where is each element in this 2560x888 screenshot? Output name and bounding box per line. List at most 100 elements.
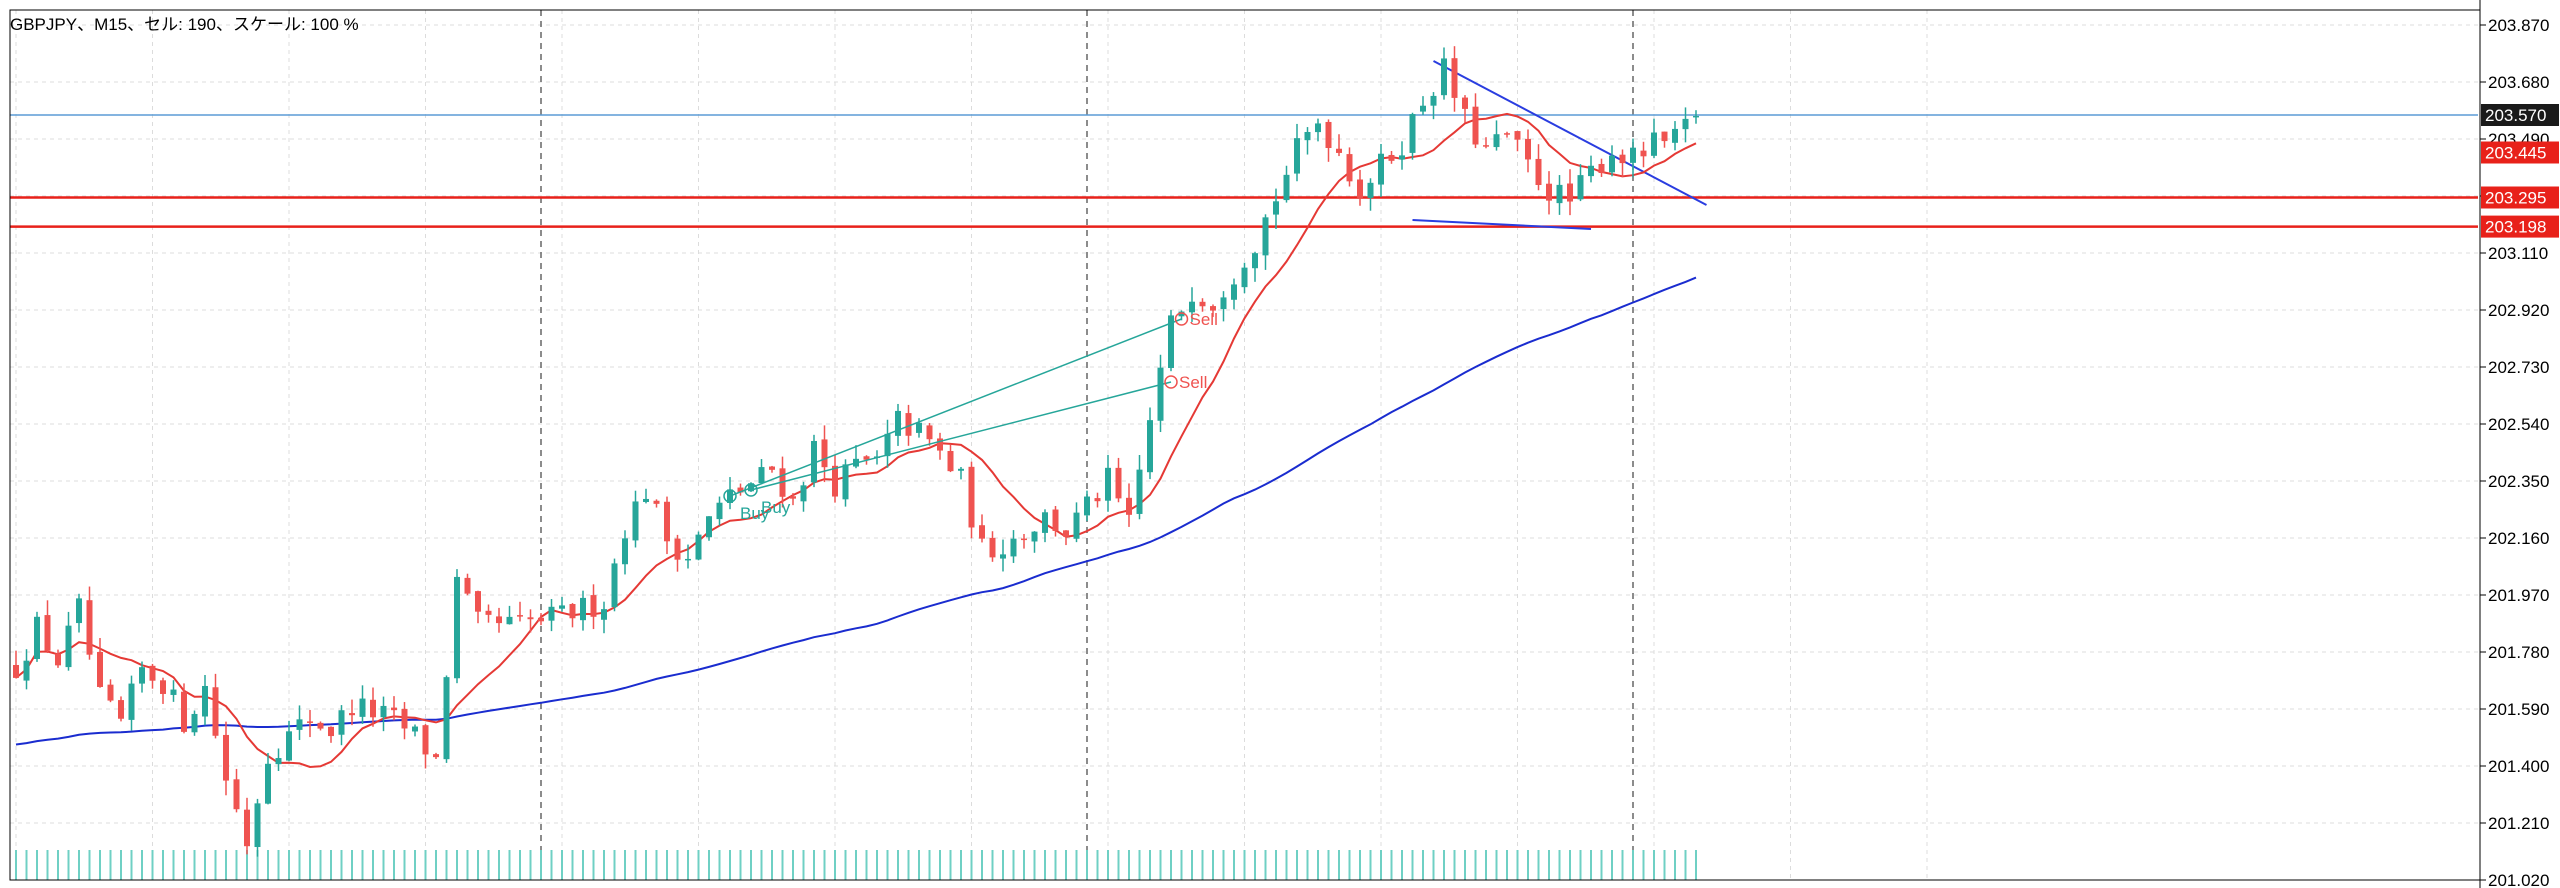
candle-body [244, 809, 250, 847]
candle [506, 605, 513, 625]
candle [1441, 47, 1447, 100]
candle-body [1535, 158, 1542, 185]
candle [1178, 310, 1185, 321]
candle [1556, 175, 1563, 215]
candle [622, 530, 628, 575]
candle-body [286, 731, 292, 761]
candle-body [727, 489, 733, 503]
candle [401, 702, 408, 740]
trade-markers: Buy Sell Buy Sell [723, 310, 1218, 523]
candle-body [464, 577, 471, 594]
candle [443, 675, 450, 763]
candle-body [1619, 154, 1626, 164]
candle-body [65, 625, 72, 668]
candle-body [1462, 97, 1468, 109]
y-tick-label: 202.540 [2488, 415, 2549, 434]
candle [1399, 141, 1405, 170]
candle-body [695, 534, 702, 560]
candle [1126, 483, 1132, 527]
candle-body [716, 502, 723, 520]
candle [800, 481, 807, 512]
candle-body [1084, 496, 1090, 516]
candle-body [181, 691, 187, 732]
trendlines [1412, 60, 1707, 230]
candle [1462, 95, 1468, 123]
candle-body [1021, 538, 1027, 541]
candle [181, 683, 187, 734]
candle [1157, 354, 1164, 433]
candle [632, 490, 639, 548]
candle [601, 601, 607, 634]
candle-body [265, 763, 271, 804]
candle-body [202, 685, 208, 717]
candle-body [1661, 131, 1668, 142]
candle-body [422, 725, 429, 755]
candle [1021, 533, 1027, 549]
candle-body [1451, 58, 1458, 98]
candle-body [926, 425, 933, 440]
candle [611, 558, 618, 612]
y-tick-label: 202.160 [2488, 529, 2549, 548]
candle [1063, 530, 1069, 546]
candle [1315, 118, 1321, 142]
candle-body [1042, 512, 1048, 533]
candle-body [139, 667, 145, 684]
candle [1535, 144, 1542, 191]
candle-body [370, 699, 376, 718]
candle-body [1157, 367, 1164, 421]
candle-body [1178, 311, 1185, 317]
candle-body [1210, 306, 1216, 311]
candle-body [23, 660, 30, 681]
candle-body [758, 467, 765, 484]
candle [212, 673, 219, 739]
candle-body [1241, 267, 1248, 288]
candle-body [821, 439, 828, 468]
candle-body [296, 719, 303, 730]
candle [1472, 93, 1479, 149]
candle-body [685, 558, 691, 561]
candle-body [1420, 105, 1426, 112]
candle-body [338, 710, 345, 735]
trade-entry-marker [723, 489, 737, 503]
candle [790, 493, 796, 506]
price-badge-label: 203.445 [2485, 144, 2546, 163]
candle-body [517, 615, 523, 617]
candle-body [496, 616, 502, 624]
candle [853, 445, 859, 469]
candle-body [391, 707, 397, 711]
candle [454, 569, 460, 684]
trade-entry-label: Buy [761, 498, 791, 517]
candle-body [149, 665, 156, 681]
candle [1651, 118, 1657, 159]
candle [989, 531, 996, 562]
candle-body [254, 803, 261, 848]
candle-body [884, 433, 891, 457]
candle-body [622, 538, 628, 565]
candle-body [191, 713, 198, 733]
candle [380, 696, 387, 732]
candle-body [13, 664, 19, 678]
candle [1619, 149, 1626, 178]
candle-body [1430, 95, 1437, 106]
candle [958, 467, 964, 480]
candle [1609, 145, 1615, 177]
ma-slow-line [15, 276, 1697, 746]
candle-body [97, 651, 103, 687]
candle-body [1262, 217, 1269, 256]
candle [1252, 251, 1258, 282]
candle-body [160, 680, 166, 694]
candle-body [475, 591, 481, 612]
candle-body [1094, 498, 1101, 502]
candle [338, 705, 345, 746]
candle-body [328, 726, 334, 737]
candle-body [317, 722, 324, 729]
y-tick-label: 203.870 [2488, 16, 2549, 35]
candle-body [401, 708, 408, 729]
candle [23, 649, 30, 690]
candle [1147, 407, 1153, 480]
candle-body [454, 576, 460, 679]
candle-body [1693, 115, 1699, 118]
candle-body [307, 721, 313, 723]
candle-body [1441, 58, 1447, 96]
